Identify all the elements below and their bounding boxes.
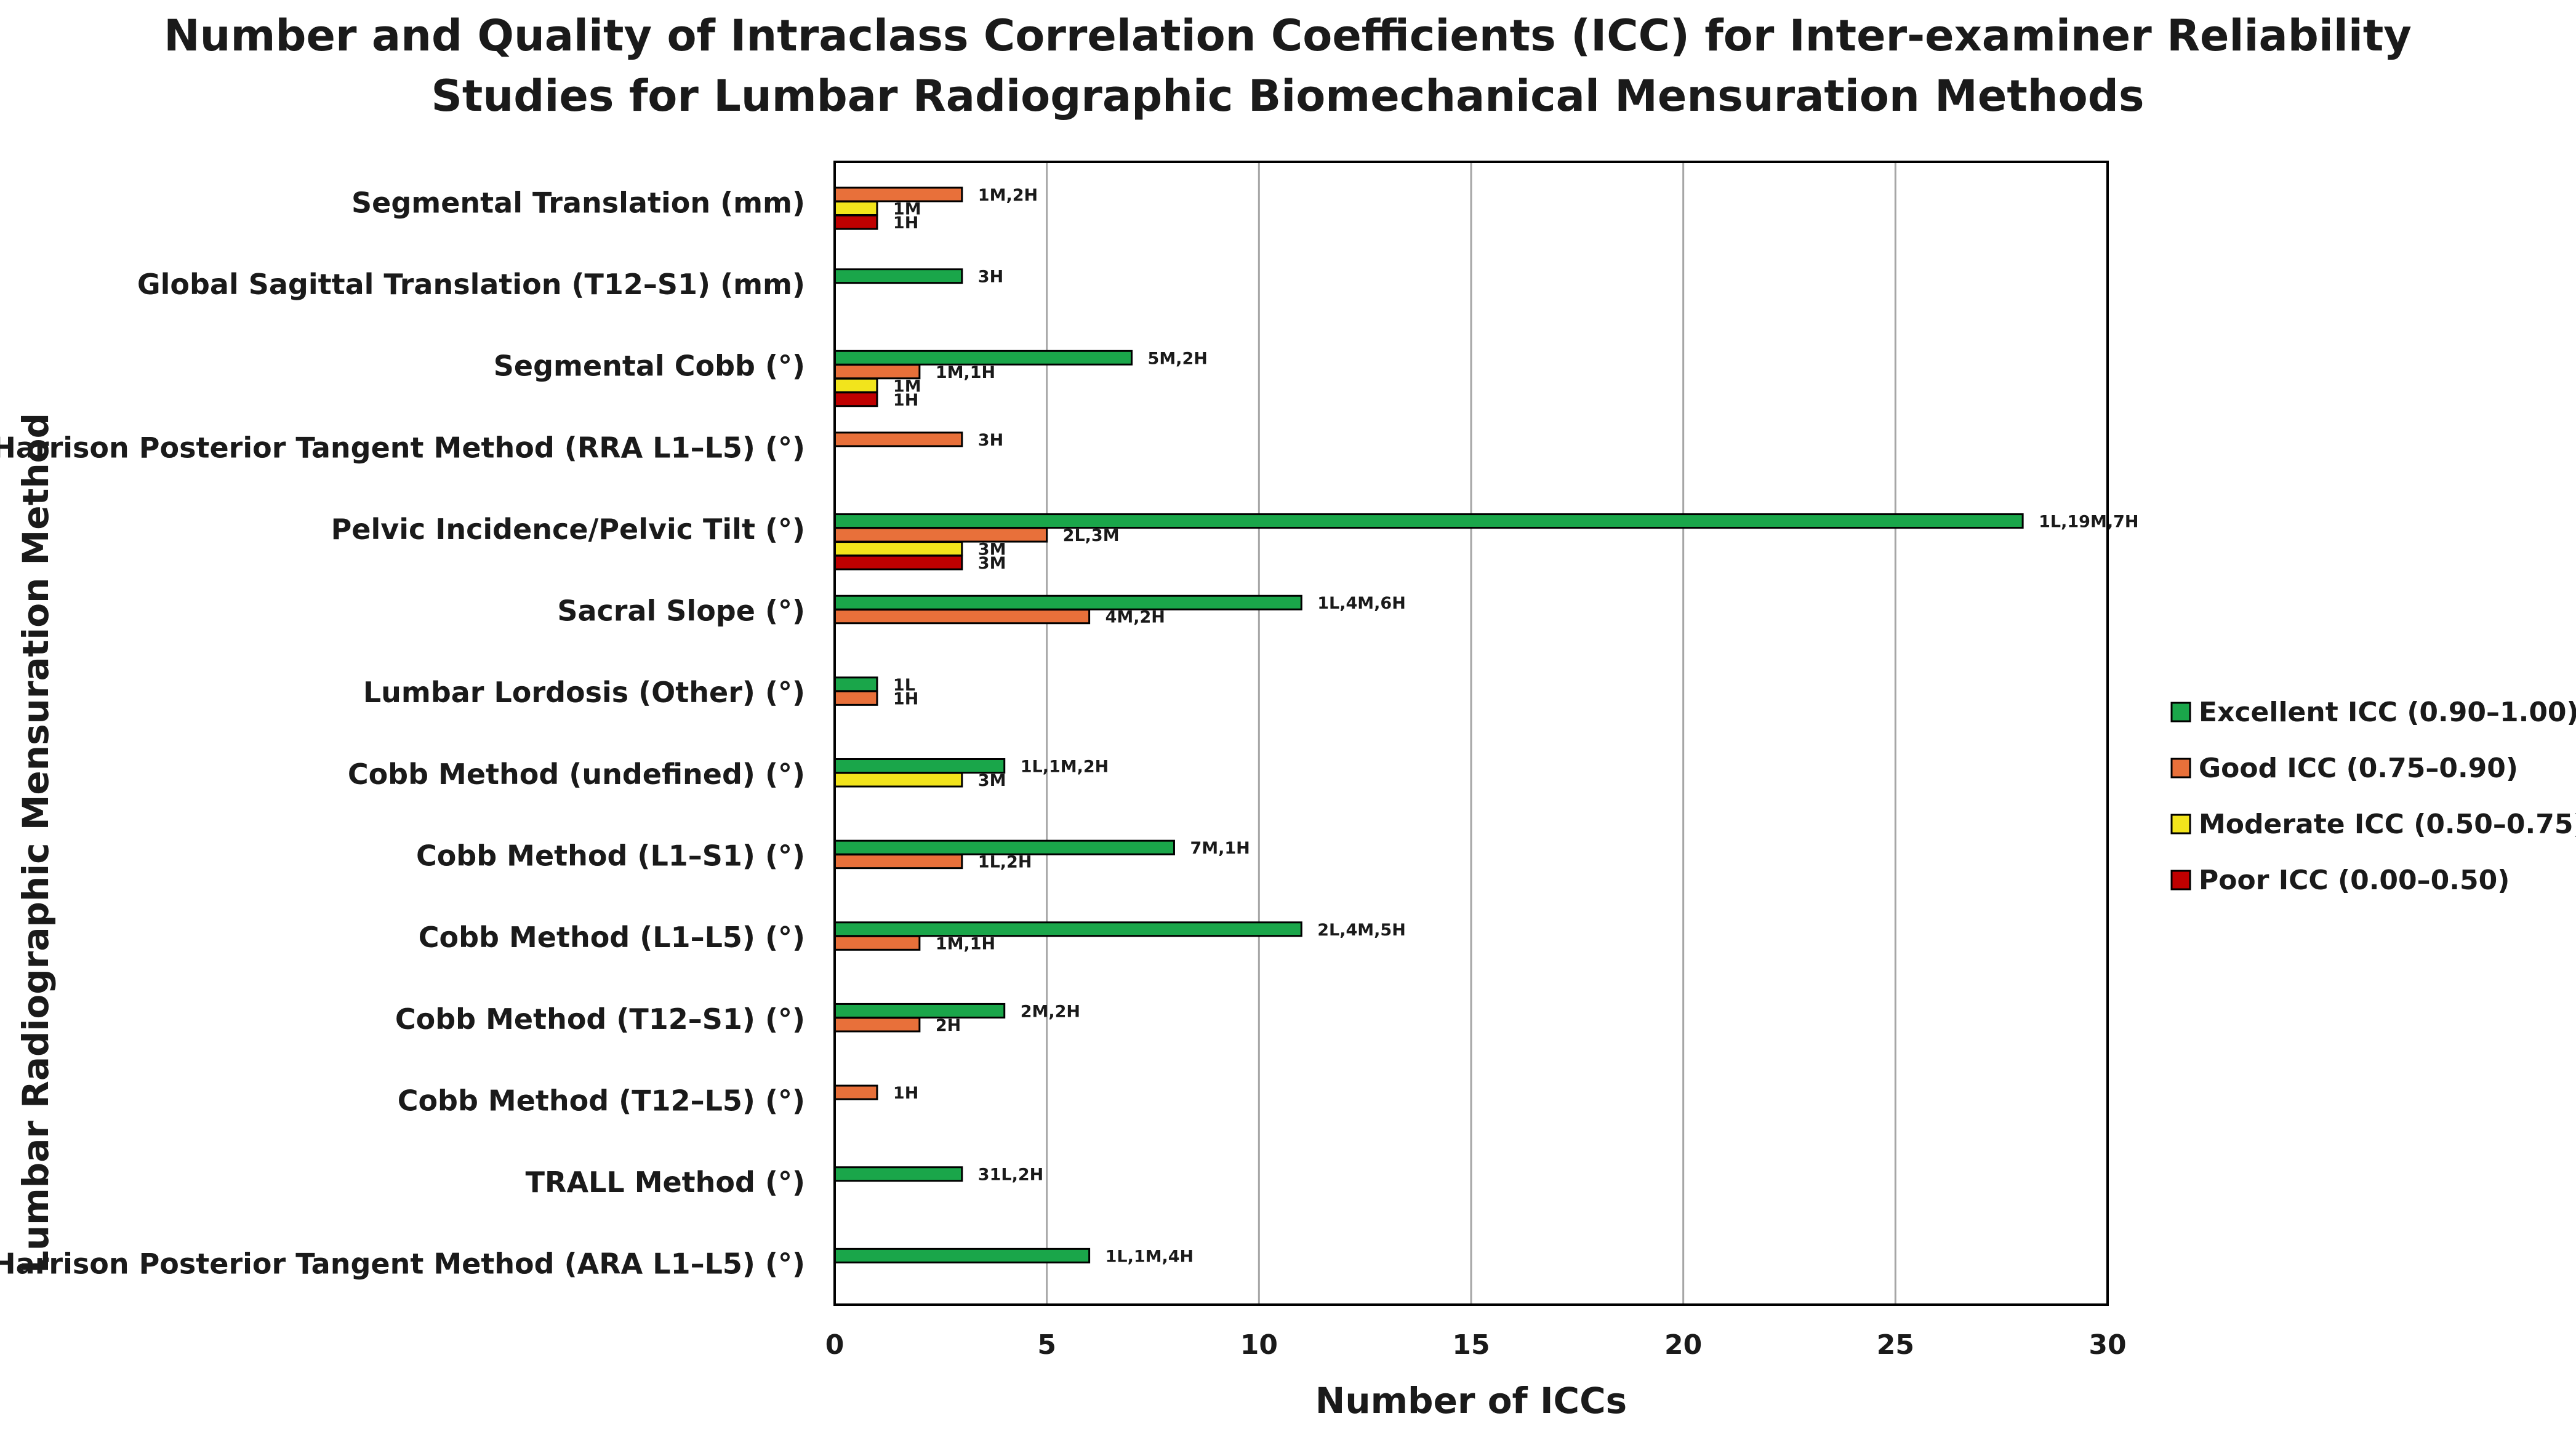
data-label: 3M xyxy=(978,540,1006,559)
data-label: 5M,2H xyxy=(1148,349,1208,368)
bar-good xyxy=(833,1084,878,1100)
bar-excellent xyxy=(833,921,1302,937)
data-label: 2L,4M,5H xyxy=(1317,921,1406,940)
category-label: Sacral Slope (°) xyxy=(557,594,805,628)
gridlines xyxy=(1046,162,1896,1305)
category-label: Segmental Translation (mm) xyxy=(351,186,805,219)
bar-excellent xyxy=(833,594,1302,610)
x-tick-label: 20 xyxy=(1664,1329,1702,1361)
category-label: Cobb Method (L1–L5) (°) xyxy=(419,921,805,954)
data-label: 1L,4M,6H xyxy=(1317,594,1406,613)
bar-good xyxy=(833,854,963,870)
bar-excellent xyxy=(833,1247,1091,1263)
data-label: 1L,1M,4H xyxy=(1105,1247,1194,1266)
bar-moderate xyxy=(833,377,878,393)
data-label: 31L,2H xyxy=(978,1166,1043,1185)
legend: Excellent ICC (0.90–1.00) Good ICC (0.75–… xyxy=(2170,697,2576,896)
y-axis-title: Lumbar Radiographic Mensuration Method xyxy=(15,413,57,1273)
data-label: 1L xyxy=(893,676,915,695)
category-label: Cobb Method (undefined) (°) xyxy=(348,758,805,791)
category-label: Segmental Cobb (°) xyxy=(494,350,805,383)
data-label: 3H xyxy=(978,431,1003,450)
legend-swatch xyxy=(2170,814,2191,835)
x-tick-label: 15 xyxy=(1452,1329,1490,1361)
x-tick-label: 30 xyxy=(2088,1329,2126,1361)
bar-poor xyxy=(833,391,878,407)
bar-good xyxy=(833,609,1091,625)
category-label: Harrison Posterior Tangent Method (ARA L… xyxy=(0,1247,805,1281)
bar-excellent xyxy=(833,513,2024,529)
x-tick-label: 5 xyxy=(1037,1329,1056,1361)
bar-excellent xyxy=(833,1166,963,1182)
data-label: 1H xyxy=(893,214,918,233)
data-label: 1H xyxy=(893,1084,918,1103)
bar-poor xyxy=(833,214,878,230)
data-label: 3M xyxy=(978,771,1006,790)
bar-excellent xyxy=(833,676,878,692)
bar-good xyxy=(833,1017,921,1033)
bar-good xyxy=(833,527,1048,543)
data-label: 1M,1H xyxy=(936,363,995,382)
bar-excellent xyxy=(833,268,963,284)
data-label: 1M xyxy=(893,200,921,219)
legend-label: Good ICC (0.75–0.90) xyxy=(2199,753,2518,784)
category-label: Pelvic Incidence/Pelvic Tilt (°) xyxy=(331,513,805,546)
data-label: 2M,2H xyxy=(1021,1002,1080,1021)
data-label: 1M,1H xyxy=(936,934,995,953)
data-label: 3H xyxy=(978,268,1003,287)
category-label: TRALL Method (°) xyxy=(526,1166,805,1199)
data-label: 4M,2H xyxy=(1105,608,1165,627)
x-tick-label: 25 xyxy=(1877,1329,1914,1361)
data-label: 2H xyxy=(936,1016,961,1035)
category-label: Global Sagittal Translation (T12–S1) (mm… xyxy=(137,268,805,301)
data-label: 2L,3M xyxy=(1063,526,1120,545)
bar-good xyxy=(833,690,878,706)
category-label: Cobb Method (T12–S1) (°) xyxy=(395,1003,805,1036)
chart-title-line-2: Studies for Lumbar Radiographic Biomecha… xyxy=(431,71,2145,121)
bars: 1M,2H1M1H3H5M,2H1M,1H1M1H3H1L,19M,7H2L,3… xyxy=(833,186,2138,1266)
data-label: 1M,2H xyxy=(978,186,1038,205)
data-label: 3M xyxy=(978,554,1006,573)
legend-label: Moderate ICC (0.50–0.75) xyxy=(2199,809,2576,840)
legend-label: Excellent ICC (0.90–1.00) xyxy=(2199,697,2576,728)
x-tick-label: 0 xyxy=(825,1329,845,1361)
category-label: Lumbar Lordosis (Other) (°) xyxy=(363,676,805,709)
bar-poor xyxy=(833,554,963,570)
data-label: 1M xyxy=(893,377,921,396)
category-label: Harrison Posterior Tangent Method (RRA L… xyxy=(0,431,805,464)
data-label: 1L,1M,2H xyxy=(1021,758,1109,777)
x-axis-ticks: 0 5 10 15 20 25 30 xyxy=(825,1329,2127,1361)
legend-label: Poor ICC (0.00–0.50) xyxy=(2199,865,2510,896)
legend-swatch xyxy=(2170,870,2191,891)
legend-swatch xyxy=(2170,758,2191,779)
data-label: 1H xyxy=(893,689,918,708)
bar-good xyxy=(833,935,921,951)
bar-moderate xyxy=(833,541,963,557)
category-label: Cobb Method (T12–L5) (°) xyxy=(398,1084,805,1117)
bar-moderate xyxy=(833,772,963,788)
chart-title-line-1: Number and Quality of Intraclass Correla… xyxy=(164,10,2412,61)
y-axis-categories: Segmental Translation (mm) Global Sagitta… xyxy=(0,186,805,1280)
x-axis-title: Number of ICCs xyxy=(1315,1380,1627,1422)
data-label: 1L,2H xyxy=(978,853,1032,872)
category-label: Cobb Method (L1–S1) (°) xyxy=(416,839,805,872)
bar-excellent xyxy=(833,1003,1006,1019)
data-label: 1L,19M,7H xyxy=(2039,513,2138,532)
x-tick-label: 10 xyxy=(1240,1329,1278,1361)
data-label: 7M,1H xyxy=(1190,839,1250,858)
legend-swatch xyxy=(2170,702,2191,722)
bar-moderate xyxy=(833,201,878,216)
plot-area-frame xyxy=(833,161,2109,1306)
data-label: 1H xyxy=(893,391,918,410)
bar-good xyxy=(833,431,963,447)
